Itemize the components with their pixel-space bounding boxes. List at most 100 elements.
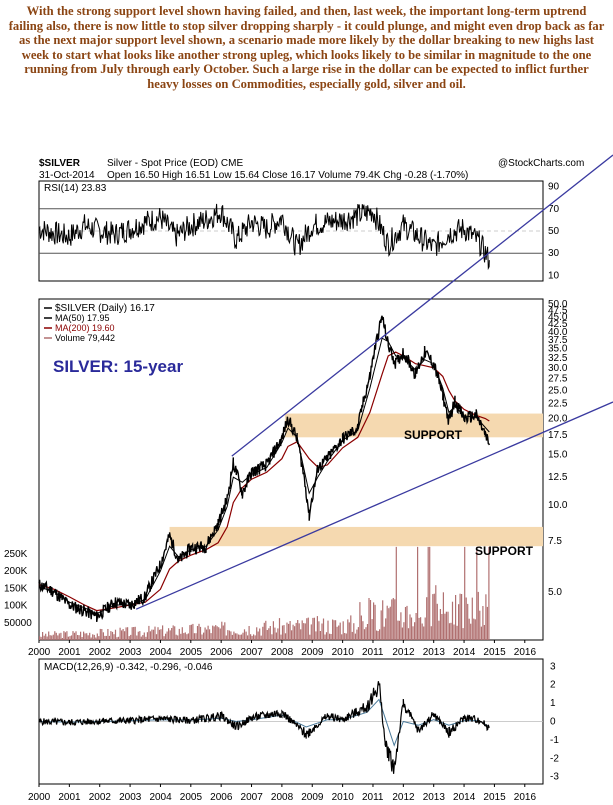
volume-bar — [435, 585, 437, 640]
x-tick-label: 2010 — [332, 792, 355, 803]
commentary-text: With the strong support level shown havi… — [8, 4, 605, 91]
volume-bar — [66, 631, 68, 640]
volume-bar — [392, 598, 394, 640]
volume-tick-label: 200K — [4, 566, 28, 577]
volume-bar — [95, 637, 97, 640]
volume-bar — [347, 619, 349, 640]
volume-bar — [49, 635, 51, 640]
volume-bar — [407, 628, 410, 640]
price-tick-label: 32.5 — [548, 353, 568, 364]
volume-bar — [231, 634, 233, 640]
volume-bar — [485, 594, 487, 640]
volume-bar — [165, 633, 167, 640]
volume-bar — [482, 606, 484, 640]
volume-bar — [52, 634, 54, 640]
volume-bar — [196, 626, 199, 640]
volume-bar — [266, 630, 268, 640]
volume-bar — [271, 634, 273, 640]
x-tick-label: 2002 — [89, 647, 112, 658]
volume-bar — [230, 631, 232, 640]
volume-bar — [379, 629, 381, 640]
volume-bar — [353, 623, 355, 640]
volume-bar — [204, 627, 206, 640]
volume-bar — [57, 635, 59, 640]
x-tick-label: 2011 — [362, 792, 384, 803]
volume-bar — [155, 634, 158, 640]
volume-bar — [297, 620, 299, 640]
volume-bar — [198, 623, 200, 640]
volume-bar — [450, 622, 452, 640]
volume-bar — [391, 599, 393, 640]
volume-bar — [110, 631, 112, 640]
volume-bar — [329, 633, 331, 640]
volume-bar — [60, 632, 62, 640]
x-tick-label: 2010 — [332, 647, 355, 658]
volume-bar — [227, 630, 229, 640]
volume-bar — [359, 602, 361, 640]
x-tick-label: 2006 — [210, 647, 233, 658]
volume-tick-label: 50000 — [4, 618, 32, 629]
volume-bar — [365, 627, 367, 640]
volume-bar — [124, 631, 126, 640]
support-zone-2 — [169, 526, 544, 547]
x-tick-label: 2014 — [453, 647, 476, 658]
volume-bar — [213, 626, 215, 640]
volume-bar — [219, 628, 221, 640]
volume-bar — [300, 629, 302, 640]
volume-bar — [470, 623, 472, 640]
volume-bar — [371, 619, 373, 640]
rsi-panel: RSI(14) 23.83 10 30 50 70 90 — [38, 180, 560, 282]
volume-bar — [336, 626, 338, 640]
volume-bar — [121, 630, 123, 640]
volume-bar — [171, 628, 173, 640]
volume-bar — [105, 635, 107, 640]
volume-bar — [257, 631, 259, 640]
volume-bar — [274, 627, 276, 640]
volume-bar — [254, 635, 256, 640]
volume-bar — [81, 637, 83, 640]
volume-bar — [424, 617, 426, 640]
price-tick-label: 15.0 — [548, 449, 568, 460]
volume-bar — [374, 604, 376, 640]
volume-bar — [119, 627, 121, 640]
legend-entry: MA(50) 17.95 — [55, 313, 110, 323]
volume-bar — [480, 626, 482, 640]
price-tick-label: 17.5 — [548, 430, 568, 441]
rsi-legend: RSI(14) 23.83 — [44, 183, 107, 194]
volume-bar — [216, 626, 218, 640]
volume-bar — [40, 636, 42, 640]
volume-bar — [209, 629, 211, 640]
volume-bar — [145, 636, 147, 640]
volume-bar — [465, 597, 467, 640]
volume-bar — [86, 633, 88, 640]
volume-bar — [89, 632, 91, 640]
volume-bar — [477, 591, 479, 640]
volume-bar — [380, 610, 382, 640]
volume-bar — [315, 631, 317, 640]
volume-bar — [212, 625, 214, 640]
volume-bar — [327, 620, 329, 640]
volume-bar — [395, 546, 397, 640]
volume-bar — [90, 637, 92, 640]
volume-bar — [131, 627, 133, 640]
x-tick-label: 2012 — [392, 647, 415, 658]
volume-bar — [278, 618, 281, 640]
x-tick-label: 2003 — [119, 792, 142, 803]
macd-tick-label: -1 — [550, 735, 559, 746]
volume-bar — [474, 619, 476, 640]
volume-bar — [439, 609, 441, 640]
volume-bar — [418, 617, 420, 640]
price-tick-label: 37.5 — [548, 335, 568, 346]
volume-bar — [58, 633, 60, 640]
volume-bar — [269, 626, 271, 640]
x-tick-label: 2000 — [28, 792, 51, 803]
volume-bar — [471, 597, 473, 640]
volume-bar — [107, 629, 109, 640]
price-tick-label: 35.0 — [548, 343, 568, 354]
volume-bar — [137, 631, 139, 640]
volume-bar — [113, 634, 115, 640]
x-tick-label: 2012 — [392, 792, 415, 803]
volume-bar — [42, 632, 44, 640]
legend-entry: $SILVER (Daily) 16.17 — [55, 303, 155, 314]
